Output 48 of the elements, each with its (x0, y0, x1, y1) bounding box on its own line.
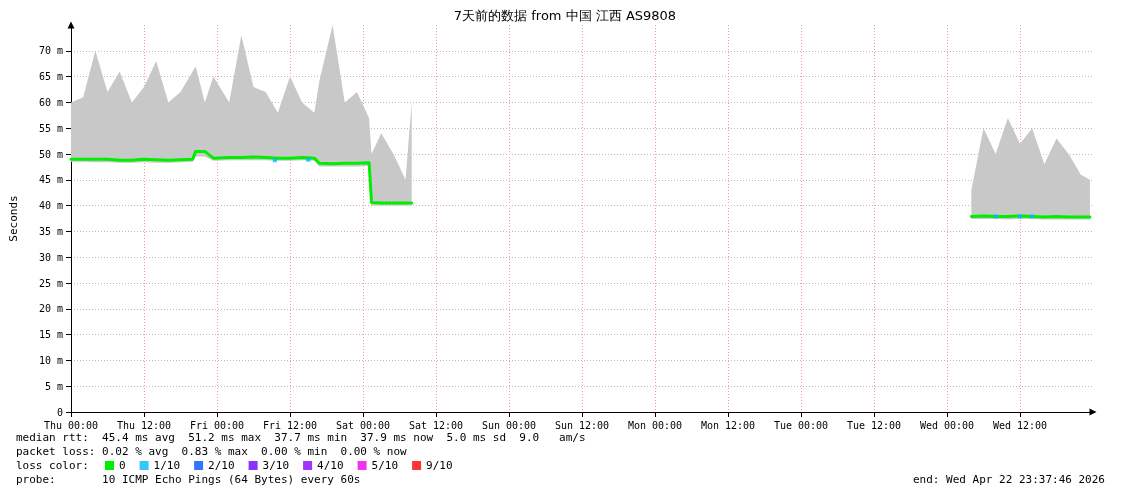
y-tick-label: 0 (56, 406, 63, 418)
x-tick-label: Sat 12:00 (408, 419, 464, 431)
x-tick-label: Sun 00:00 (481, 419, 537, 431)
legend-label: 3/10 (262, 459, 290, 472)
legend-label: 1/10 (153, 459, 181, 472)
text: median rtt: 45.4 ms avg 51.2 ms max 37.7 ms min 37.9 ms now 5.0 ms sd 9.0 am/s (16, 431, 586, 444)
point (272, 158, 277, 163)
y-tick-label: 20 m (38, 303, 63, 315)
y-tick-label: 35 m (38, 225, 63, 237)
y-tick-label: 25 m (38, 277, 63, 289)
x-tick-label: Mon 12:00 (700, 419, 756, 431)
x-tick-label: Sat 00:00 (335, 419, 391, 431)
y-tick-label: 50 m (38, 148, 63, 160)
x-tick-label: Fri 00:00 (189, 419, 245, 431)
text: end: Wed Apr 22 23:37:46 2026 (912, 473, 1105, 486)
x-tick-label: Sun 12:00 (554, 419, 610, 431)
x-tick-label: Thu 12:00 (116, 419, 172, 431)
y-tick-label: 40 m (38, 200, 63, 212)
legend-label: 5/10 (371, 459, 399, 472)
legend-title: loss color: (16, 459, 89, 472)
x-tick-label: Tue 00:00 (773, 419, 829, 431)
y-tick-label: 30 m (38, 251, 63, 263)
text: packet loss: 0.02 % avg 0.83 % max 0.00 % min 0.00 % now (16, 445, 407, 458)
legend-label: 0 (119, 459, 126, 472)
x-tick-label: Fri 12:00 (262, 419, 318, 431)
point (993, 214, 998, 219)
chart-title: 7天前的数据 from 中国 江西 AS9808 (453, 8, 677, 23)
legend-label: 2/10 (208, 459, 235, 472)
y-tick-label: 5 m (44, 380, 63, 392)
text: probe: 10 ICMP Echo Pings (64 Bytes) every 60s (16, 473, 361, 486)
point (1018, 214, 1022, 219)
x-tick-label: Wed 12:00 (992, 419, 1048, 431)
y-tick-label: 70 m (38, 45, 63, 57)
point (1030, 214, 1035, 219)
y-tick-label: 65 m (38, 71, 63, 83)
y-tick-label: 55 m (38, 122, 63, 134)
x-tick-label: Mon 00:00 (627, 419, 683, 431)
y-tick-label: 60 m (38, 96, 63, 108)
y-tick-label: 45 m (38, 174, 63, 186)
y-tick-label: 10 m (38, 354, 63, 366)
x-tick-label: Tue 12:00 (846, 419, 902, 431)
x-tick-label: Thu 00:00 (43, 419, 99, 431)
legend-label: 9/10 (426, 459, 453, 472)
y-tick-label: 15 m (38, 329, 63, 341)
point (306, 157, 311, 162)
y-axis-title: Seconds (7, 195, 20, 242)
x-tick-label: Wed 00:00 (919, 419, 975, 431)
legend-label: 4/10 (317, 459, 344, 472)
